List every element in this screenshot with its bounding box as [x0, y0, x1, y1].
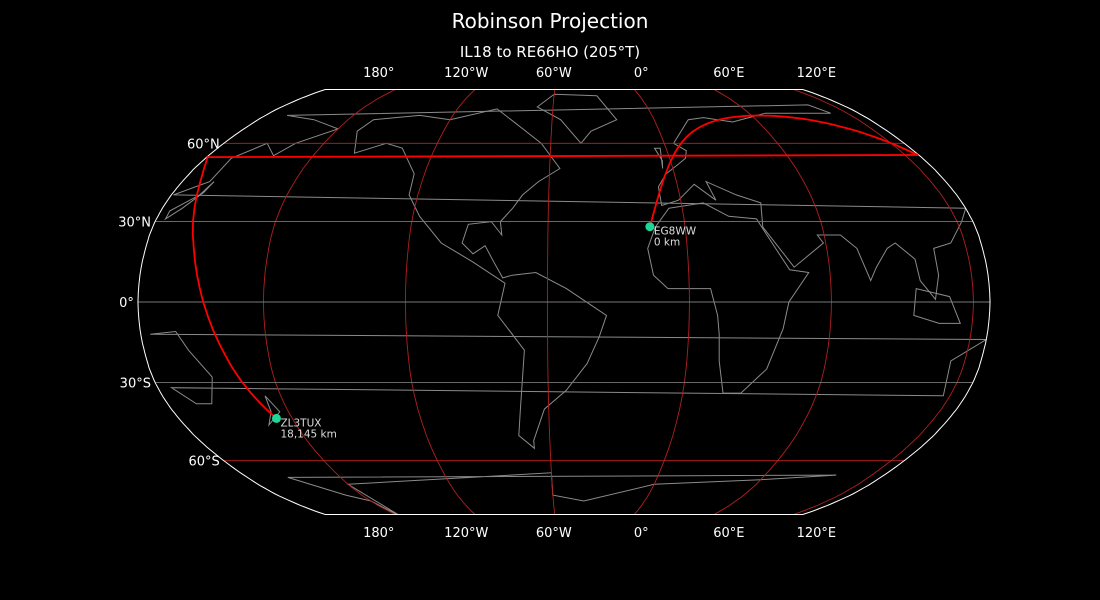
map-title: Robinson Projection: [451, 9, 649, 33]
great-circle-path: [191, 114, 919, 420]
station-marker: [645, 222, 655, 232]
lat-tick: 30°S: [120, 376, 151, 391]
coastline-5: [287, 472, 837, 515]
lat-tick: 60°S: [188, 455, 219, 470]
coastline-3: [173, 104, 967, 301]
lat-tick: 30°N: [118, 216, 151, 231]
lon-tick-top: 0°: [634, 66, 649, 81]
lon-tick-top: 120°E: [797, 66, 837, 81]
lon-tick-bottom: 120°W: [444, 526, 488, 541]
coastline-0: [353, 108, 608, 450]
station-callsign: ZL3TUX: [280, 417, 321, 429]
station-distance: 0 km: [654, 237, 680, 249]
lon-tick-bottom: 0°: [634, 526, 649, 541]
station-callsign: EG8WW: [654, 226, 697, 238]
lon-tick-bottom: 180°: [363, 526, 394, 541]
coastline-9: [653, 147, 664, 169]
lon-tick-top: 120°W: [444, 66, 488, 81]
coastline-7: [913, 287, 962, 324]
station-distance: 18,145 km: [280, 428, 336, 440]
lon-tick-top: 60°E: [713, 66, 744, 81]
coastline-1: [536, 93, 618, 145]
coastline-8: [164, 181, 215, 221]
map-outline: [137, 89, 991, 515]
tick-labels: 180° 180° 120°W 120°W 60°W 60°W 0° 0° 60°E 60°E 12…: [118, 66, 836, 541]
lon-tick-top: 60°W: [536, 66, 572, 81]
lon-tick-top: 180°: [363, 66, 394, 81]
lat-tick: 60°N: [187, 137, 220, 152]
lon-tick-bottom: 60°E: [713, 526, 744, 541]
coastline-4: [150, 330, 989, 405]
lon-tick-bottom: 120°E: [797, 526, 837, 541]
map-subtitle: IL18 to RE66HO (205°T): [459, 43, 641, 61]
station-marker: [271, 413, 281, 423]
lon-tick-bottom: 60°W: [536, 526, 572, 541]
graticule: [138, 89, 990, 515]
coastline-6: [264, 395, 281, 427]
lat-tick: 0°: [119, 296, 134, 311]
